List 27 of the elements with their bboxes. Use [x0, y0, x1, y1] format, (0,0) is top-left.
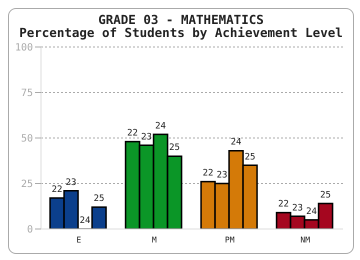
x-tick-label: E — [76, 236, 82, 245]
chart-title: GRADE 03 - MATHEMATICS — [97, 12, 264, 27]
y-tick-label: 0 — [26, 224, 33, 236]
series-label: 23 — [66, 178, 76, 188]
text: 22 — [202, 168, 214, 179]
series-label: 22 — [52, 185, 62, 196]
text: 24 — [306, 206, 317, 217]
y-tick-label: 100 — [14, 42, 33, 54]
text: 22 — [278, 200, 289, 210]
text: 23 — [292, 203, 303, 214]
x-tick-label: PM — [224, 236, 235, 245]
series-label: 24 — [80, 216, 90, 226]
text: 23 — [216, 170, 228, 180]
text: 25 — [169, 143, 180, 154]
chart-subtitle: Percentage of Students by Achievement Level — [18, 25, 344, 40]
y-tick-label: 50 — [20, 134, 33, 145]
y-tick-label: 25 — [20, 179, 33, 190]
series-label: 25 — [94, 194, 104, 204]
text: 24 — [230, 138, 242, 148]
y-tick-label: 75 — [20, 88, 33, 100]
text: 25 — [320, 190, 331, 201]
text: 24 — [155, 121, 166, 132]
x-tick-label: NM — [300, 236, 310, 245]
x-tick-label: M — [152, 236, 157, 245]
text: 22 — [127, 128, 138, 139]
text: 25 — [244, 152, 256, 162]
text: 23 — [141, 132, 152, 142]
